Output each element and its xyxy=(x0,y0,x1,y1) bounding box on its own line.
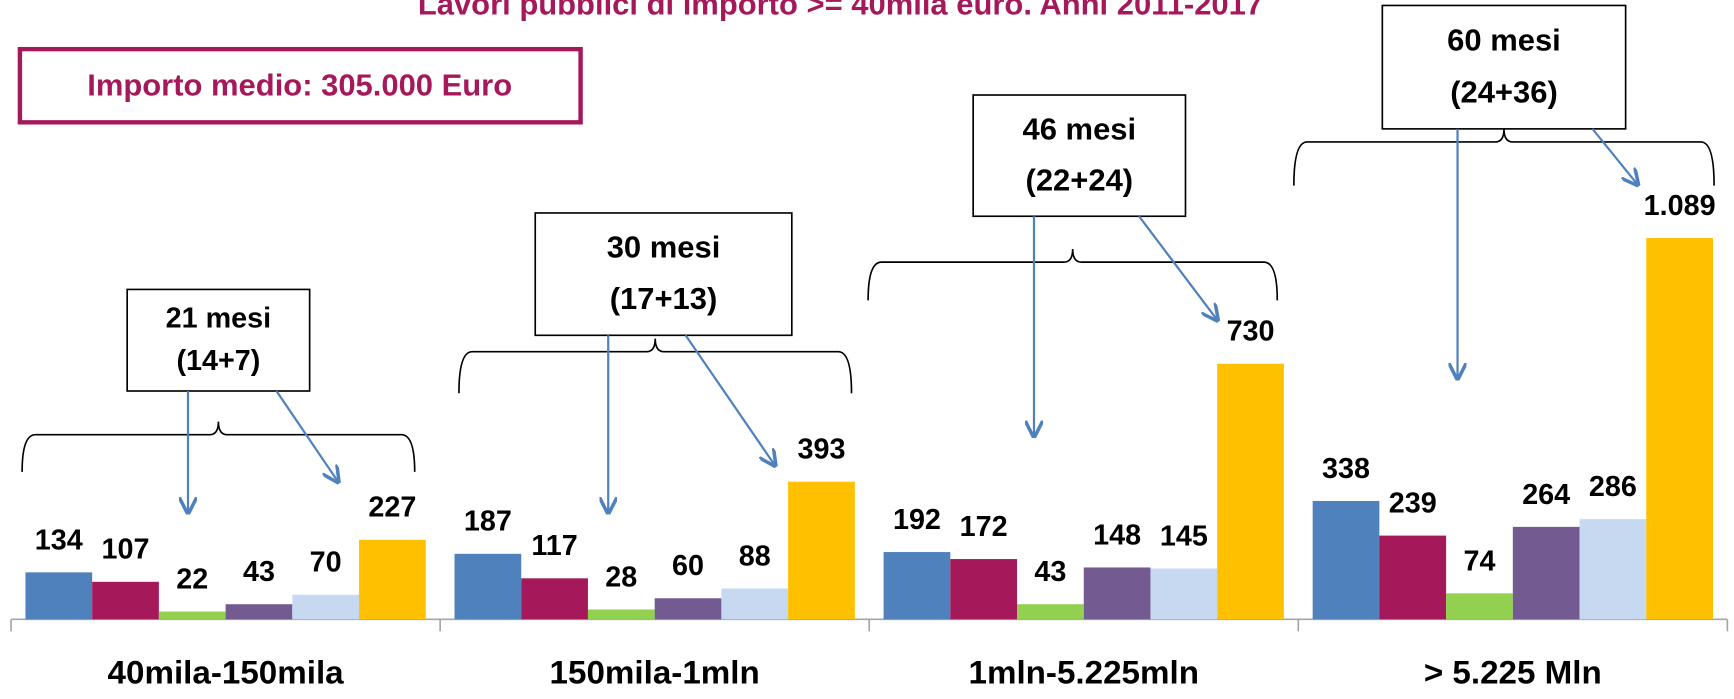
bar xyxy=(158,611,226,620)
value-label: 227 xyxy=(368,492,416,524)
value-label: 187 xyxy=(464,506,512,538)
callout-box xyxy=(1381,4,1627,130)
arrow xyxy=(1591,128,1636,184)
bar xyxy=(721,588,789,620)
value-label: 172 xyxy=(960,511,1008,543)
bar xyxy=(654,598,722,620)
bar xyxy=(1512,526,1580,620)
annotation-box xyxy=(17,46,583,125)
value-label: 117 xyxy=(531,530,577,562)
callout-box xyxy=(972,94,1187,218)
bar xyxy=(25,572,93,620)
value-label: 43 xyxy=(1034,556,1066,588)
value-label: 239 xyxy=(1389,488,1437,520)
value-label: 28 xyxy=(605,562,637,594)
value-label: 338 xyxy=(1322,453,1370,485)
callout-box xyxy=(126,288,311,392)
bar xyxy=(587,609,655,620)
x-tick-label: 150mila-1mln xyxy=(550,654,760,691)
value-label: 1.089 xyxy=(1644,190,1716,222)
bar xyxy=(788,481,855,620)
callout-text: (17+13) xyxy=(610,281,718,316)
value-label: 70 xyxy=(310,547,342,579)
brace xyxy=(458,338,853,394)
arrow xyxy=(684,334,774,464)
annotation: Importo medio: 305.000 Euro xyxy=(87,68,512,103)
value-label: 264 xyxy=(1522,479,1570,511)
bar xyxy=(1579,519,1647,620)
bar xyxy=(359,539,426,620)
x-tick-label: 1mln-5.225mln xyxy=(969,654,1199,691)
x-tick-label: > 5.225 Mln xyxy=(1424,654,1602,691)
value-label: 43 xyxy=(243,556,275,588)
value-label: 730 xyxy=(1227,316,1275,348)
callout-text: 60 mesi xyxy=(1447,23,1561,58)
value-label: 393 xyxy=(797,434,845,466)
value-label: 60 xyxy=(672,550,704,582)
value-label: 88 xyxy=(739,541,771,573)
bar xyxy=(1217,363,1284,620)
value-label: 22 xyxy=(176,564,208,596)
callout-text: (14+7) xyxy=(176,345,260,377)
callout-text: (24+36) xyxy=(1450,75,1558,110)
bar xyxy=(1646,238,1713,620)
bar xyxy=(292,594,360,620)
callout-text: 46 mesi xyxy=(1023,112,1137,147)
bar xyxy=(1379,535,1447,620)
bar xyxy=(1446,593,1513,620)
callout-text: (22+24) xyxy=(1026,163,1134,198)
callout-text: 21 mesi xyxy=(166,303,271,335)
value-label: 192 xyxy=(893,504,941,536)
chart-title: Lavori pubblici di importo >= 40mila eur… xyxy=(418,0,1263,22)
bar xyxy=(1150,568,1218,620)
value-label: 148 xyxy=(1093,520,1141,552)
x-tick-label: 40mila-150mila xyxy=(108,654,345,691)
bar xyxy=(883,552,951,620)
bar xyxy=(1017,604,1084,620)
brace xyxy=(21,421,416,472)
bar xyxy=(521,578,588,620)
callout-text: 30 mesi xyxy=(607,230,721,265)
brace xyxy=(867,249,1279,301)
value-label: 107 xyxy=(102,534,150,566)
bar xyxy=(950,559,1018,620)
bar xyxy=(1312,500,1380,620)
arrow xyxy=(275,390,337,481)
value-label: 286 xyxy=(1589,471,1637,503)
value-label: 74 xyxy=(1463,545,1495,577)
bar xyxy=(225,604,293,620)
bar xyxy=(92,581,159,620)
bar xyxy=(454,553,522,620)
bar xyxy=(1083,567,1151,620)
brace xyxy=(1293,128,1715,186)
value-label: 145 xyxy=(1160,521,1208,553)
value-label: 134 xyxy=(35,524,83,556)
callout-box xyxy=(534,212,793,337)
arrow xyxy=(1138,215,1216,319)
